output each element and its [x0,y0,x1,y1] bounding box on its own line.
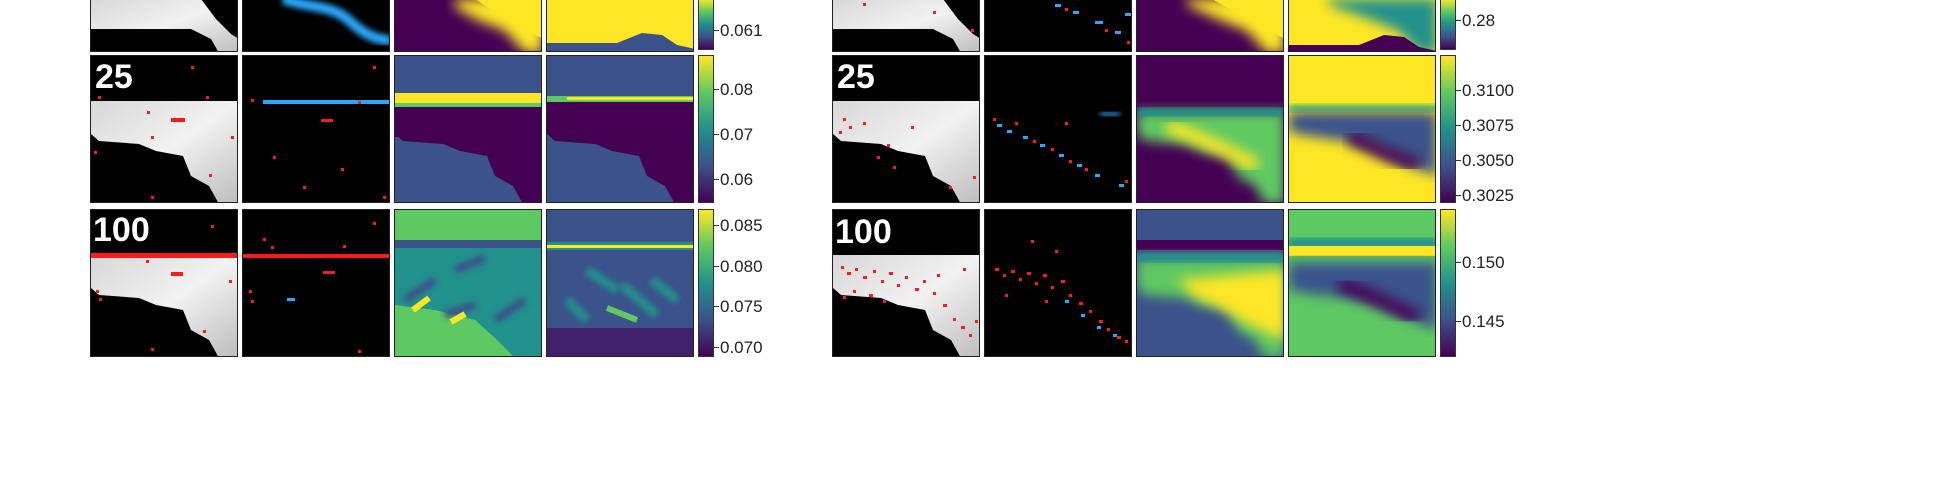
left-row1-colorbar-tick [714,179,719,180]
left-row0-colorbar-tick [714,30,719,31]
left-row2-colorbar-tick-label: 0.080 [720,257,763,276]
right-row1-colorbar [1440,55,1456,203]
left-row0-input-tile [90,0,238,52]
left-row2-colorbar-tick [714,225,719,226]
right-row0-colorbar-tick [1456,20,1461,21]
right-row2-error-tile [984,209,1132,357]
right-row2-input-tile [832,209,980,357]
left-row1-colorbar-tick-label: 0.06 [720,170,754,189]
left-row2-colorbar-tick [714,347,719,348]
left-row0-colorbar-tick-label: 0.061 [720,21,763,40]
right-row2-uncertainty-tile [1288,209,1436,357]
right-row1-colorbar-tick [1456,160,1461,161]
left-row2-input-tile [90,209,238,357]
left-row1-input-tile [90,55,238,203]
right-row1-colorbar-tick-label: 0.3050 [1462,151,1514,170]
left-row2-error-tile [242,209,390,357]
right-row1-colorbar-tick-label: 0.3075 [1462,116,1514,135]
left-row2-prediction-tile [394,209,542,357]
left-row2-colorbar-tick-label: 0.085 [720,216,763,235]
right-row2-colorbar-tick [1456,321,1461,322]
left-row2-colorbar-tick [714,306,719,307]
right-row1-input-tile [832,55,980,203]
right-row1-prediction-tile [1136,55,1284,203]
left-row0-prediction-tile [394,0,542,52]
left-row2-colorbar [698,209,714,357]
right-row1-colorbar-tick [1456,195,1461,196]
left-row2-label: 100 [93,211,150,249]
left-row0-colorbar [698,0,714,50]
right-row2-prediction-tile [1136,209,1284,357]
right-row1-error-tile [984,55,1132,203]
right-row2-colorbar-tick-label: 0.150 [1462,253,1505,272]
right-row2-colorbar [1440,209,1456,357]
left-row2-uncertainty-tile [546,209,694,357]
left-row2-colorbar-tick-label: 0.070 [720,338,763,357]
right-row0-prediction-tile [1136,0,1284,52]
right-row2-label: 100 [835,213,892,251]
left-row1-prediction-tile [394,55,542,203]
right-row0-uncertainty-tile [1288,0,1436,52]
right-row2-colorbar-tick [1456,262,1461,263]
right-row1-colorbar-tick [1456,125,1461,126]
right-row0-input-tile [832,0,980,52]
left-row1-error-tile [242,55,390,203]
right-row1-colorbar-tick [1456,90,1461,91]
right-row2-colorbar-tick-label: 0.145 [1462,312,1505,331]
left-row1-uncertainty-tile [546,55,694,203]
left-row2-colorbar-tick [714,266,719,267]
left-row1-label: 25 [95,58,133,96]
left-row1-colorbar-tick-label: 0.08 [720,80,754,99]
left-row1-colorbar-tick-label: 0.07 [720,125,754,144]
right-row1-colorbar-tick-label: 0.3025 [1462,186,1514,205]
left-row1-colorbar [698,55,714,203]
right-row1-label: 25 [837,58,875,96]
right-row0-colorbar-tick-label: 0.28 [1462,11,1496,30]
right-row0-error-tile [984,0,1132,52]
left-row2-colorbar-tick-label: 0.075 [720,297,763,316]
left-row1-colorbar-tick [714,89,719,90]
right-row0-colorbar [1440,0,1456,50]
right-row1-colorbar-tick-label: 0.3100 [1462,81,1514,100]
left-row0-error-tile [242,0,390,52]
right-row1-uncertainty-tile [1288,55,1436,203]
left-row1-colorbar-tick [714,134,719,135]
left-row0-uncertainty-tile [546,0,694,52]
